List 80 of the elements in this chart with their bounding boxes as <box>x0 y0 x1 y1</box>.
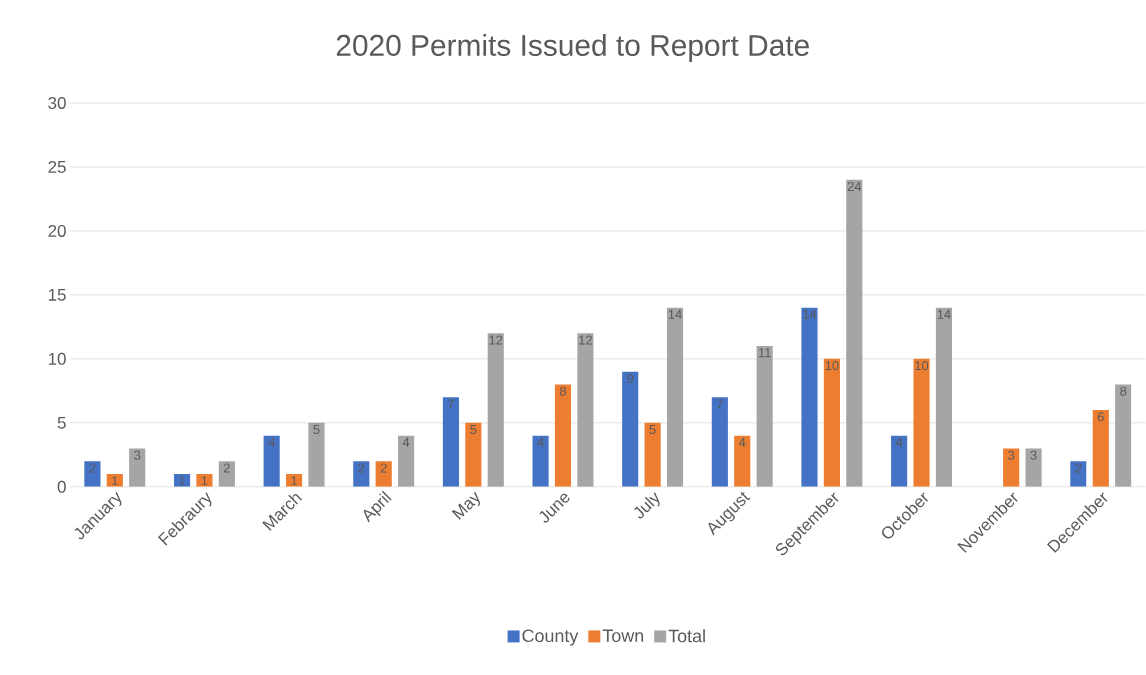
y-tick-label: 30 <box>48 97 66 110</box>
data-label: 11 <box>758 348 771 358</box>
bar <box>801 307 818 487</box>
data-label: 12 <box>489 335 503 345</box>
bar <box>353 461 370 487</box>
bar <box>263 435 280 487</box>
data-label: 2 <box>1075 463 1082 473</box>
data-label: 3 <box>134 450 141 460</box>
y-tick-label: 5 <box>57 417 66 429</box>
data-label: 12 <box>579 335 592 345</box>
y-tick-label: 20 <box>48 225 66 238</box>
data-label: 1 <box>179 476 186 486</box>
data-label: 5 <box>313 425 320 435</box>
bar <box>1025 448 1042 487</box>
y-tick-label: 25 <box>48 161 66 174</box>
data-label: 1 <box>201 476 208 486</box>
bar <box>465 422 482 487</box>
data-label: 14 <box>937 310 951 319</box>
bar <box>1115 384 1132 487</box>
data-label: 7 <box>716 399 723 409</box>
data-label: 3 <box>1030 450 1037 460</box>
data-label: 4 <box>738 437 746 447</box>
data-label: 4 <box>402 437 410 447</box>
legend-label: Town <box>602 629 644 643</box>
bar <box>196 474 213 487</box>
x-tick-label: July <box>634 492 660 519</box>
data-label: 1 <box>112 476 118 486</box>
bar <box>1070 461 1087 487</box>
bar <box>375 461 392 487</box>
data-label: 14 <box>803 310 817 319</box>
bar <box>935 307 952 487</box>
bar <box>532 435 549 487</box>
bar <box>308 422 325 487</box>
bar <box>756 346 773 487</box>
data-label: 5 <box>470 425 477 435</box>
bar <box>823 358 840 487</box>
bar <box>666 307 684 487</box>
bar <box>644 422 661 487</box>
data-label: 8 <box>1120 386 1127 396</box>
data-label: 2 <box>380 463 387 473</box>
data-label: 7 <box>448 399 454 409</box>
bar <box>846 179 863 487</box>
bar <box>913 358 930 487</box>
data-label: 1 <box>291 476 298 486</box>
bar <box>218 461 235 487</box>
y-tick-label: 0 <box>57 480 66 493</box>
data-label: 4 <box>537 437 544 447</box>
bar <box>711 397 728 487</box>
data-label: 24 <box>847 182 862 192</box>
bar <box>487 333 504 487</box>
data-label: 6 <box>1097 412 1104 422</box>
bar <box>1092 410 1109 487</box>
bar <box>442 397 459 487</box>
data-label: 10 <box>915 361 929 371</box>
bar <box>622 371 639 487</box>
data-label: 4 <box>895 437 903 447</box>
data-label: 4 <box>268 437 275 447</box>
y-tick-label: 15 <box>48 289 66 301</box>
data-label: 2 <box>358 463 365 473</box>
data-label: 10 <box>825 361 839 371</box>
data-label: 8 <box>559 386 567 396</box>
bar <box>554 384 572 487</box>
data-label: 9 <box>627 373 634 384</box>
bar <box>1003 448 1020 487</box>
chart-title: 2020 Permits Issued to Report Date <box>336 34 809 63</box>
x-tick-label: May <box>451 491 480 520</box>
legend-label: County <box>522 629 579 646</box>
legend-label: Total <box>668 629 705 643</box>
bar <box>129 448 146 487</box>
data-label: 3 <box>1008 450 1015 460</box>
bar <box>734 435 751 487</box>
data-label: 2 <box>223 463 230 473</box>
y-tick-label: 10 <box>48 352 66 365</box>
bar <box>84 461 101 487</box>
bar <box>891 435 908 487</box>
data-label: 5 <box>649 425 656 435</box>
data-label: 14 <box>668 310 682 319</box>
data-label: 2 <box>89 463 96 473</box>
bar <box>577 333 594 487</box>
bar <box>398 435 415 487</box>
